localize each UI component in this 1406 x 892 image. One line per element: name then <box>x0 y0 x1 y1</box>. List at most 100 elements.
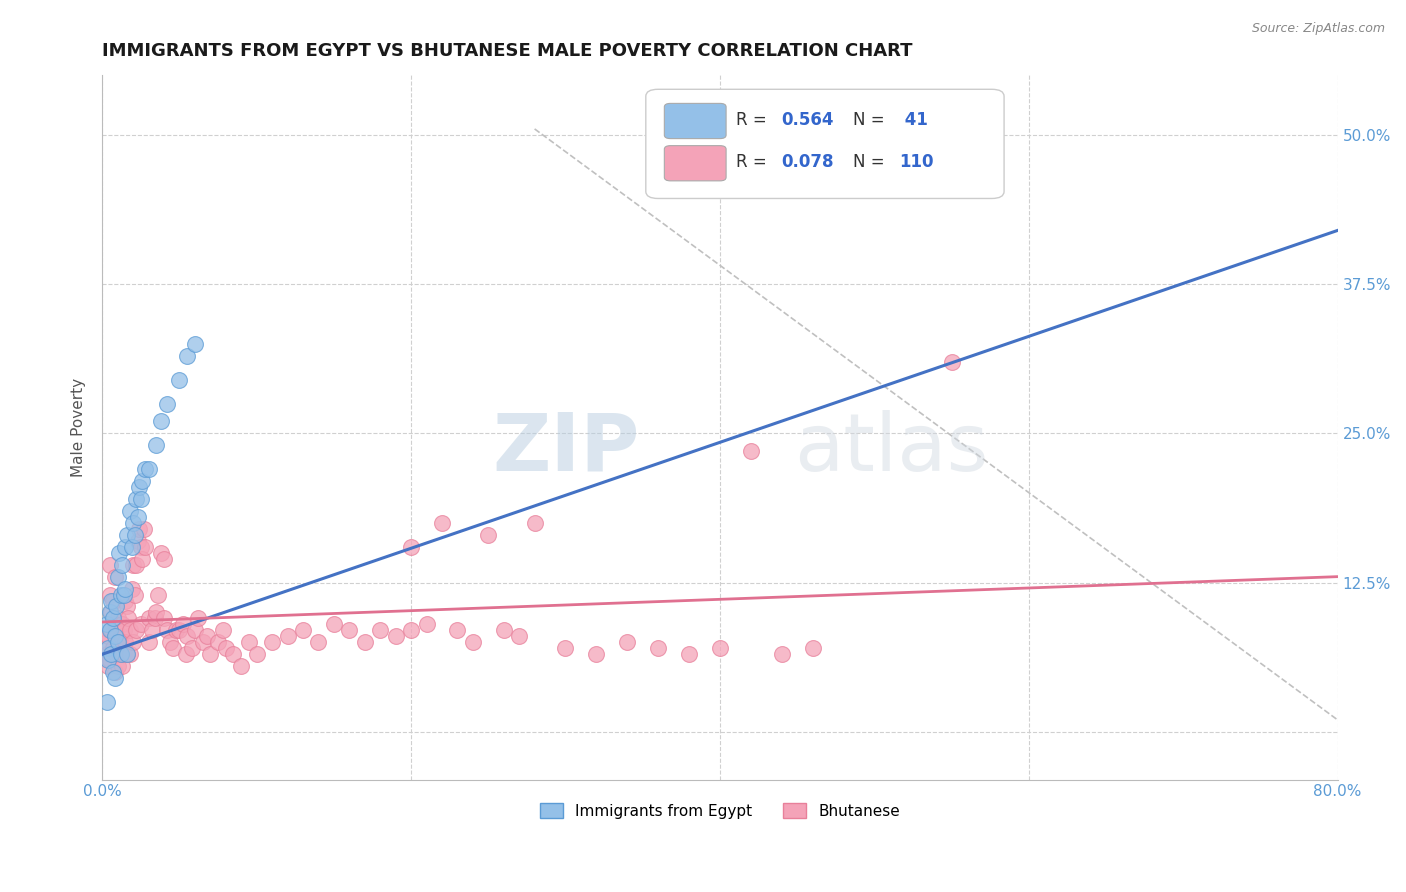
Point <box>146 588 169 602</box>
Point <box>127 533 149 548</box>
Point <box>108 647 131 661</box>
Point <box>129 491 152 506</box>
Point <box>107 659 129 673</box>
Point <box>101 593 124 607</box>
Point <box>103 629 125 643</box>
Point <box>97 659 120 673</box>
Point <box>115 647 138 661</box>
Point <box>98 558 121 572</box>
Point <box>114 593 136 607</box>
Point <box>96 617 118 632</box>
Point <box>461 635 484 649</box>
Legend: Immigrants from Egypt, Bhutanese: Immigrants from Egypt, Bhutanese <box>534 797 905 825</box>
Point <box>96 647 118 661</box>
Point <box>107 569 129 583</box>
Point <box>103 671 125 685</box>
Text: Source: ZipAtlas.com: Source: ZipAtlas.com <box>1251 22 1385 36</box>
Point <box>98 653 121 667</box>
Point <box>97 641 120 656</box>
FancyBboxPatch shape <box>645 89 1004 199</box>
Point <box>110 647 132 661</box>
Point <box>98 624 121 638</box>
Point <box>110 629 132 643</box>
Text: N =: N = <box>853 111 890 128</box>
FancyBboxPatch shape <box>664 145 725 181</box>
Point <box>96 635 118 649</box>
Point <box>801 641 824 656</box>
Text: 0.078: 0.078 <box>782 153 834 171</box>
Point <box>100 624 122 638</box>
Point <box>384 629 406 643</box>
Point <box>215 641 238 656</box>
Point <box>231 659 253 673</box>
Point <box>508 629 530 643</box>
Point <box>941 355 963 369</box>
Point <box>118 624 141 638</box>
Point <box>122 558 145 572</box>
Point <box>262 635 284 649</box>
Point <box>125 558 148 572</box>
FancyBboxPatch shape <box>664 103 725 138</box>
Point <box>399 540 422 554</box>
Point <box>246 647 269 661</box>
Y-axis label: Male Poverty: Male Poverty <box>72 378 86 477</box>
Point <box>101 611 124 625</box>
Point <box>127 510 149 524</box>
Point <box>134 462 156 476</box>
Point <box>176 349 198 363</box>
Point <box>172 617 194 632</box>
Point <box>415 617 437 632</box>
Point <box>368 624 391 638</box>
Point <box>121 540 143 554</box>
Point <box>165 624 187 638</box>
Point <box>103 569 125 583</box>
Point <box>138 462 160 476</box>
Point <box>678 647 700 661</box>
Point <box>114 582 136 596</box>
Point <box>149 414 172 428</box>
Point <box>98 606 121 620</box>
Text: R =: R = <box>735 153 772 171</box>
Point <box>112 624 135 638</box>
Point <box>134 540 156 554</box>
Point <box>399 624 422 638</box>
Point <box>143 611 166 625</box>
Point <box>105 624 128 638</box>
Point <box>117 611 139 625</box>
Point <box>96 695 118 709</box>
Point <box>141 624 163 638</box>
Point <box>307 635 329 649</box>
Point <box>187 611 209 625</box>
Point <box>112 588 135 602</box>
Point <box>180 641 202 656</box>
Point <box>105 599 128 614</box>
Point <box>124 528 146 542</box>
Point <box>523 516 546 530</box>
Point <box>132 522 155 536</box>
Point <box>114 540 136 554</box>
Point <box>125 624 148 638</box>
Point <box>101 665 124 680</box>
Point <box>276 629 298 643</box>
Point <box>114 635 136 649</box>
Point <box>322 617 344 632</box>
Point <box>97 653 120 667</box>
Point <box>131 474 153 488</box>
Point <box>184 336 207 351</box>
Text: ZIP: ZIP <box>492 409 640 488</box>
Point <box>108 546 131 560</box>
Point <box>125 491 148 506</box>
Point <box>153 551 176 566</box>
Point <box>174 647 197 661</box>
Point <box>211 624 233 638</box>
Point <box>492 624 515 638</box>
Point <box>176 629 198 643</box>
Point <box>115 599 138 614</box>
Point <box>138 635 160 649</box>
Point <box>129 540 152 554</box>
Point <box>184 624 207 638</box>
Point <box>110 588 132 602</box>
Text: 41: 41 <box>898 111 928 128</box>
Point <box>107 611 129 625</box>
Point <box>446 624 468 638</box>
